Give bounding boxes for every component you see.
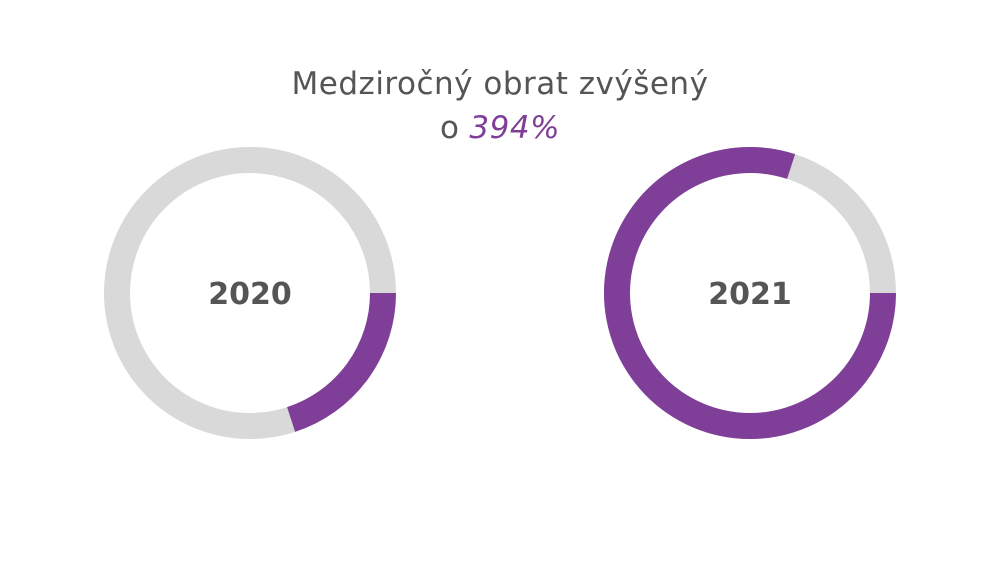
growth-percentage: 394%: [469, 110, 561, 146]
donut-label-2020: 2020: [208, 277, 292, 312]
chart-title: Medziročný obrat zvýšený o 394%: [0, 62, 1000, 150]
donut-2020: 2020: [104, 147, 396, 439]
donut-arc-2021: [604, 147, 896, 439]
title-line2: o 394%: [0, 106, 1000, 150]
donut-2021: 2021: [604, 147, 896, 439]
title-prefix: o: [439, 110, 460, 146]
title-line1: Medziročný obrat zvýšený: [291, 66, 709, 102]
donut-arc-2020: [286, 292, 396, 432]
donut-label-2021: 2021: [708, 277, 792, 312]
